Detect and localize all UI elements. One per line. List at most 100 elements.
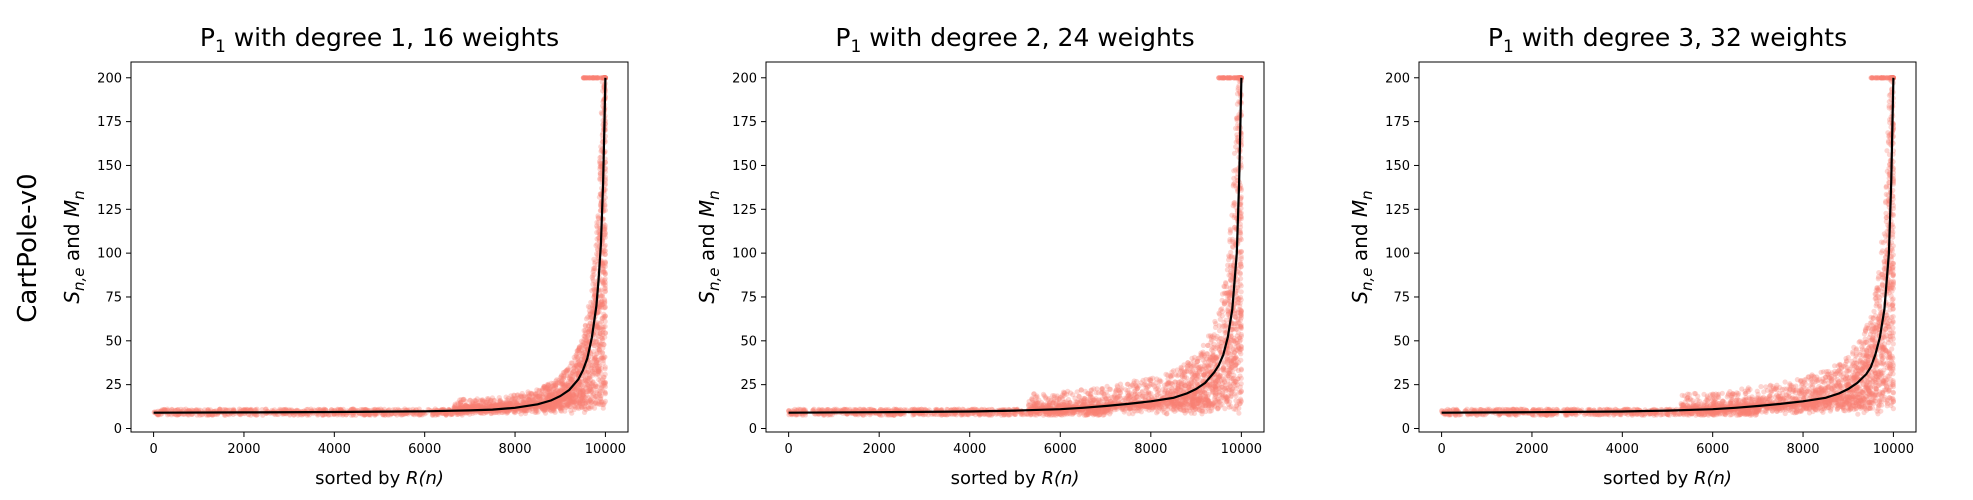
scatter-point <box>588 299 594 305</box>
scatter-point <box>1046 410 1052 416</box>
scatter-point <box>553 391 559 398</box>
scatter-point <box>593 399 599 406</box>
scatter-point <box>574 391 580 398</box>
scatter-point <box>597 158 603 164</box>
scatter-point <box>1081 401 1087 407</box>
scatter-point <box>599 341 605 347</box>
scatter-point <box>552 399 558 405</box>
scatter-point <box>958 412 964 418</box>
scatter-point <box>600 327 606 333</box>
scatter-point <box>1169 388 1175 394</box>
scatter-point <box>965 412 972 418</box>
scatter-point <box>597 305 603 311</box>
scatter-point <box>602 248 609 254</box>
y-tick-label: 200 <box>97 71 122 86</box>
scatter-point <box>1136 408 1142 414</box>
scatter-point <box>1215 405 1221 411</box>
scatter-point <box>245 407 251 413</box>
scatter-point <box>571 399 577 405</box>
scatter-point <box>569 400 575 406</box>
scatter-point <box>596 391 602 397</box>
scatter-point <box>540 391 546 397</box>
scatter-point <box>511 392 517 398</box>
scatter-point <box>504 397 510 403</box>
scatter-point <box>529 390 535 396</box>
scatter-point <box>590 392 596 398</box>
scatter-point <box>381 411 387 417</box>
scatter-point <box>1225 361 1231 367</box>
scatter-point <box>533 391 539 398</box>
scatter-point <box>576 358 582 365</box>
scatter-point <box>596 75 602 81</box>
scatter-point <box>579 345 585 351</box>
scatter-point <box>578 404 585 410</box>
scatter-point <box>886 412 892 418</box>
scatter-point <box>496 402 502 408</box>
scatter-point <box>295 412 301 418</box>
scatter-point <box>474 404 480 410</box>
scatter-point <box>592 342 598 349</box>
scatter-point <box>1164 411 1170 417</box>
scatter-point <box>965 411 971 417</box>
scatter-point <box>1074 389 1080 395</box>
scatter-point <box>1209 390 1215 396</box>
scatter-point <box>1088 400 1094 406</box>
scatter-point <box>588 380 594 387</box>
scatter-point <box>594 236 600 242</box>
scatter-point <box>598 154 604 160</box>
scatter-point <box>578 401 584 407</box>
y-tick-label: 50 <box>105 334 122 349</box>
scatter-point <box>1210 385 1216 391</box>
scatter-point <box>577 390 583 396</box>
scatter-point <box>1125 392 1131 398</box>
scatter-point <box>563 381 570 388</box>
scatter-point <box>560 374 567 380</box>
scatter-point <box>478 410 484 416</box>
scatter-point <box>554 401 560 407</box>
scatter-point <box>594 223 600 229</box>
scatter-point <box>600 326 607 333</box>
scatter-point <box>505 395 511 401</box>
scatter-point <box>583 398 589 404</box>
scatter-point <box>1083 412 1089 418</box>
scatter-point <box>545 403 551 409</box>
scatter-point <box>581 373 587 379</box>
scatter-point <box>1238 309 1244 315</box>
scatter-point <box>577 379 583 385</box>
scatter-point <box>1168 374 1174 380</box>
scatter-point <box>481 398 487 404</box>
scatter-point <box>598 287 604 293</box>
scatter-point <box>457 405 463 411</box>
scatter-point <box>1095 390 1101 396</box>
scatter-point <box>414 411 420 417</box>
scatter-point <box>589 388 595 394</box>
scatter-point <box>509 402 515 408</box>
scatter-point <box>534 387 540 393</box>
scatter-point <box>592 382 599 388</box>
scatter-point <box>321 412 327 418</box>
scatter-point <box>555 402 561 408</box>
scatter-point <box>601 277 608 283</box>
scatter-point <box>551 386 557 392</box>
scatter-point <box>462 403 468 409</box>
scatter-point <box>1130 411 1136 417</box>
scatter-point <box>602 364 608 370</box>
scatter-point <box>1233 347 1239 353</box>
scatter-point <box>533 391 539 397</box>
scatter-point <box>590 380 596 386</box>
scatter-point <box>541 408 547 414</box>
scatter-point <box>596 194 603 200</box>
scatter-point <box>536 393 542 399</box>
scatter-point <box>526 397 533 404</box>
scatter-point <box>472 401 478 407</box>
scatter-point <box>457 405 463 411</box>
scatter-point <box>602 226 608 232</box>
scatter-point <box>520 408 526 414</box>
scatter-point <box>539 387 545 393</box>
scatter-point <box>491 410 497 416</box>
scatter-point <box>543 396 549 402</box>
scatter-point <box>598 300 605 306</box>
scatter-point <box>602 271 608 277</box>
scatter-point <box>538 391 544 397</box>
scatter-point <box>456 404 462 410</box>
